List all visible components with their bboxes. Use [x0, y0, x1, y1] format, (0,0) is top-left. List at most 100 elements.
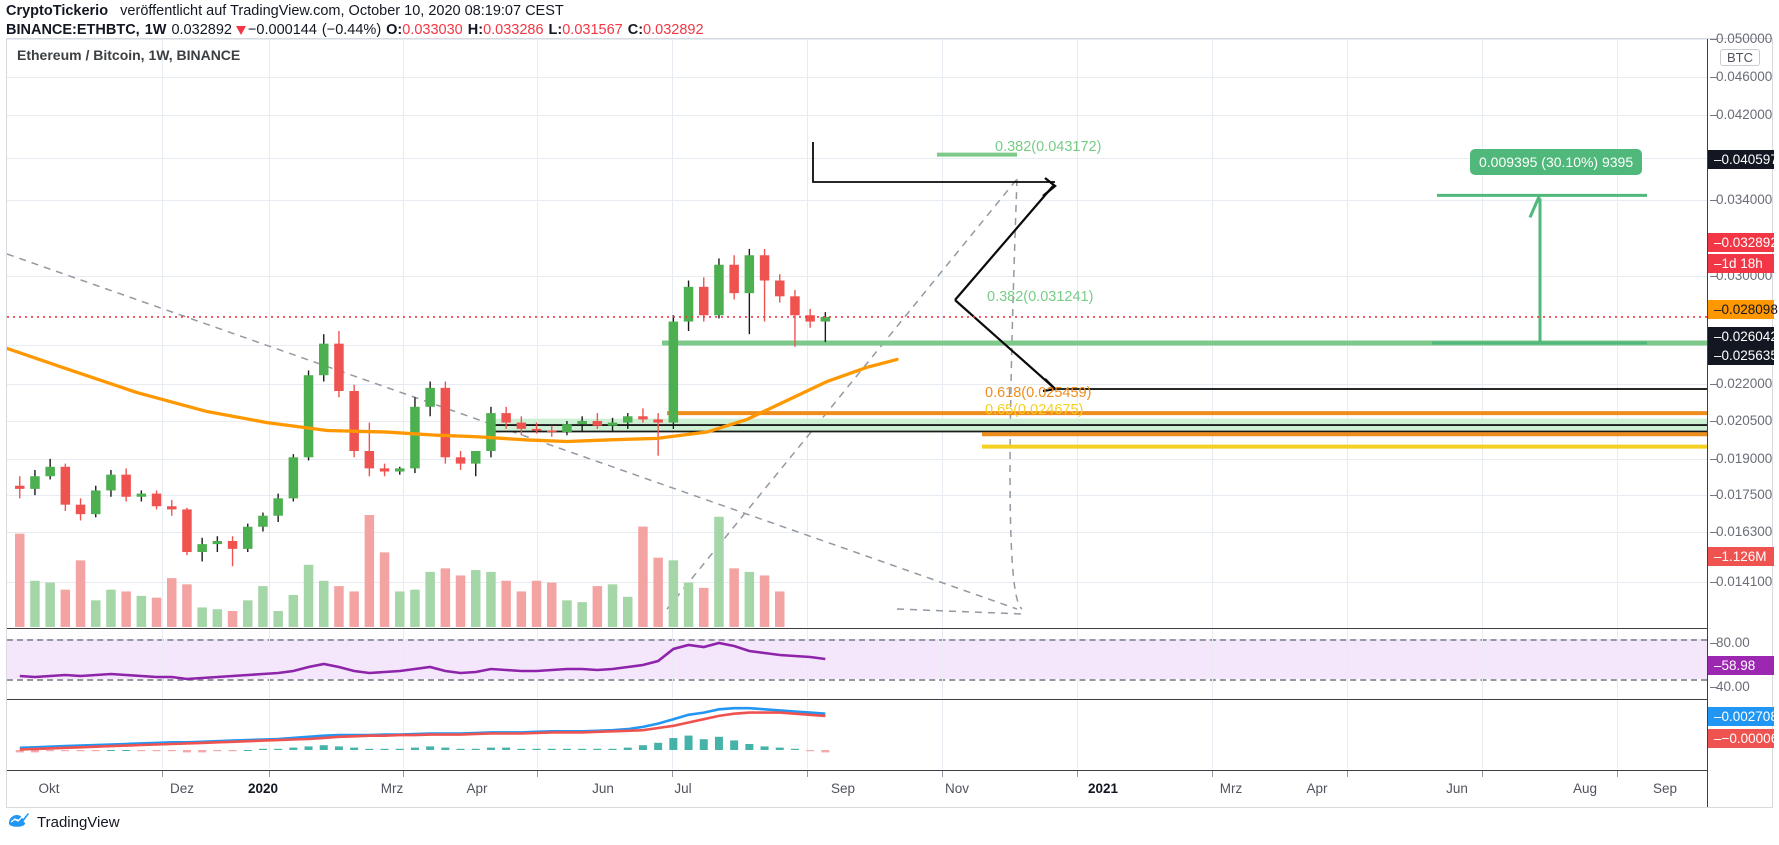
macd-histogram-bar [289, 747, 298, 750]
time-label-2021: 2021 [1087, 781, 1119, 796]
macd-histogram-bar [669, 738, 678, 750]
gridline-h-11 [7, 532, 1707, 533]
candle-body [486, 413, 496, 451]
volume-bar [592, 586, 603, 627]
macd-pane[interactable] [7, 699, 1707, 769]
author-name: CryptoTickerio [6, 3, 109, 19]
gridline-v-5 [807, 700, 808, 769]
time-label-mrz: Mrz [1219, 781, 1243, 796]
gridline-v-1 [269, 700, 270, 769]
macd-histogram-bar [638, 745, 647, 750]
price-tick-10: –0.017500 [1710, 487, 1773, 502]
gridline-v-4 [672, 700, 673, 769]
time-label-apr: Apr [466, 781, 488, 796]
price-tick-7: –0.022000 [1710, 376, 1773, 391]
macd-histogram-bar [304, 746, 313, 750]
candle-body [334, 343, 344, 392]
gridline-v-3 [537, 629, 538, 698]
macd-histogram-bar [486, 747, 495, 750]
volume-bar [227, 611, 238, 627]
volume-bar [319, 580, 329, 627]
candle-body [455, 457, 466, 464]
time-tick-9 [1347, 771, 1348, 777]
long-position-arrow [1432, 193, 1647, 345]
price-scale[interactable]: BTC –0.050000–0.046000–0.042000–0.038000… [1707, 31, 1779, 807]
currency-badge[interactable]: BTC [1720, 49, 1760, 66]
time-tick-5 [807, 771, 808, 777]
ohlc-open-label: O: [386, 22, 403, 38]
candle-body [395, 468, 405, 472]
volume-bar [30, 580, 40, 627]
symbol-label[interactable]: BINANCE:ETHBTC, [6, 22, 140, 38]
time-label-sep: Sep [1652, 781, 1678, 796]
arrowhead-up [1042, 177, 1057, 197]
time-tick-1 [269, 771, 270, 777]
dashed-trendlines [7, 178, 1023, 615]
time-tick-8 [1212, 771, 1213, 777]
gridline-v-4 [672, 629, 673, 698]
volume-bar [45, 582, 55, 627]
volume-bar [638, 526, 648, 627]
price-pane[interactable]: 0.382(0.043172) 0.382(0.031241) 0.618(0.… [7, 39, 1707, 627]
publication-meta: veröffentlicht auf TradingView.com, Octo… [120, 3, 564, 19]
price-plot [7, 142, 1707, 627]
macd-histogram-bar [258, 748, 267, 750]
volume-bar [91, 600, 101, 627]
rsi-value-badge: –58.98 [1708, 656, 1774, 675]
time-axis[interactable]: Okt Dez 2020 Mrz Apr Jun Jul Sep Nov 2021 Mrz Apr Ju… [7, 770, 1707, 807]
candle-body [759, 255, 770, 281]
candle-body [562, 424, 572, 433]
candle-body [258, 515, 268, 527]
volume-bar [683, 582, 694, 627]
time-label-okt: Okt [38, 781, 60, 796]
volume-bar [182, 584, 192, 627]
interval-label[interactable]: 1W [144, 22, 167, 38]
volume-bar [501, 580, 511, 627]
candle-body [60, 466, 71, 505]
macd-histogram-bar [350, 747, 359, 750]
gridline-v-6 [942, 700, 943, 769]
volume-series [15, 515, 785, 627]
time-tick-0 [162, 771, 163, 777]
gridline-h-7 [7, 384, 1707, 385]
gridline-v-9 [1347, 39, 1348, 627]
volume-bar [364, 515, 375, 627]
volume-bar [410, 589, 420, 627]
gridline-h-4 [7, 200, 1707, 201]
fib-label-65: 0.65(0.024675) [985, 402, 1084, 418]
gridline-v-10 [1482, 629, 1483, 698]
price-tick-2: –0.042000 [1710, 107, 1773, 122]
rsi-pane[interactable] [7, 628, 1707, 698]
tradingview-logo-icon [8, 812, 30, 833]
forecast-leg-up [954, 185, 1054, 301]
price-badge-4: –0.026042 [1708, 327, 1778, 346]
candle-body [30, 476, 40, 489]
macd-histogram-bar [30, 750, 39, 753]
time-label-nov: Nov [944, 781, 970, 796]
volume-bar [577, 602, 587, 627]
candle-body [121, 474, 131, 497]
macd-histogram-bar [654, 742, 663, 750]
time-tick-11 [1617, 771, 1618, 777]
ohlc-high-value: 0.033286 [483, 22, 544, 38]
gridline-h-10 [7, 495, 1707, 496]
time-label-jun: Jun [592, 781, 614, 796]
rsi-upper-dashed-line [7, 639, 1707, 641]
gridline-v-7 [1077, 629, 1078, 698]
volume-bar [744, 571, 755, 627]
macd-histogram-bar [334, 746, 343, 750]
price-badge-0: –0.040597 [1708, 150, 1778, 169]
macd-histogram-bar [790, 748, 799, 750]
candle-body [425, 387, 435, 407]
rsi-plot [19, 641, 826, 681]
candle-body [349, 391, 359, 451]
candle-body [683, 286, 694, 322]
candle-body [197, 544, 207, 553]
candle-body [227, 540, 238, 549]
chart-container[interactable]: Ethereum / Bitcoin, 1W, BINANCE 0.382(0.… [6, 31, 1779, 808]
macd-histogram-bar [167, 750, 176, 752]
gridline-v-2 [403, 629, 404, 698]
macd-histogram-bar [578, 748, 587, 750]
macd-histogram-bar [274, 748, 283, 750]
chart-header: CryptoTickerio veröffentlicht auf Tradin… [0, 0, 1779, 38]
